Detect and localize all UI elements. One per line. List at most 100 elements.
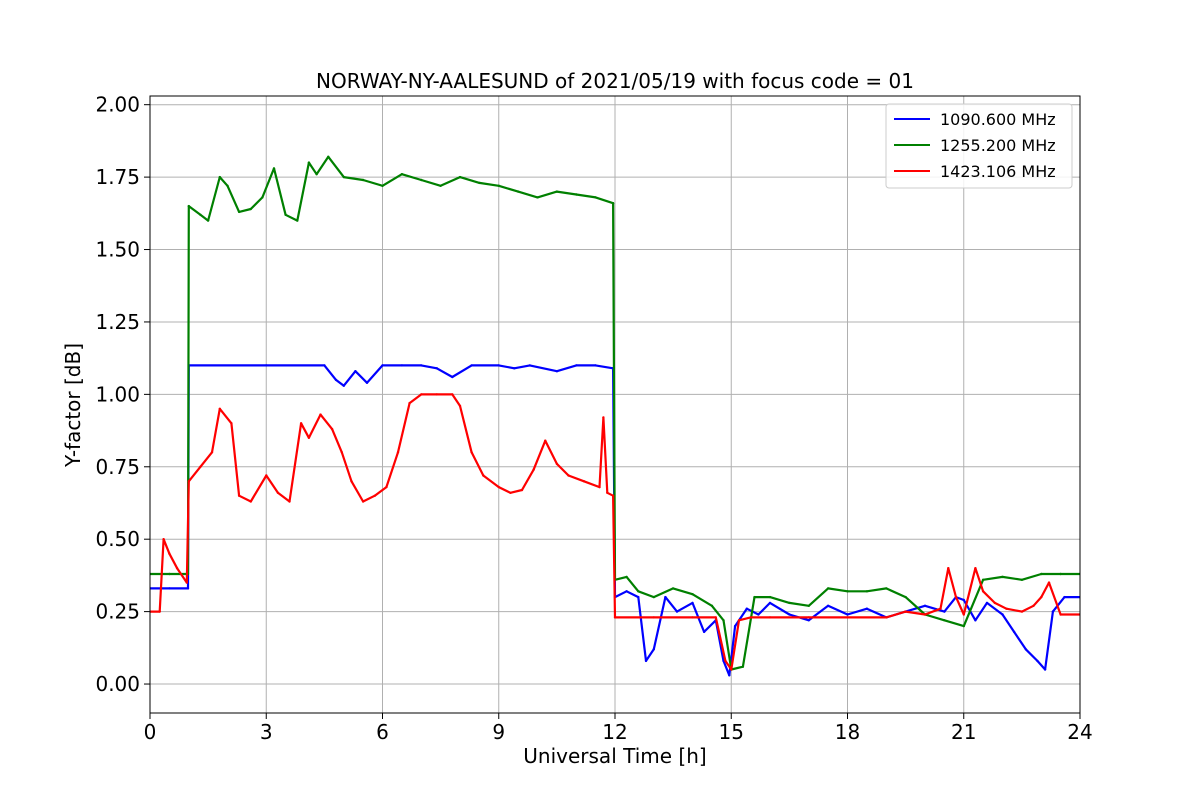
data-point: [265, 474, 268, 477]
data-point: [365, 381, 369, 384]
data-point: [722, 659, 725, 663]
data-point: [714, 616, 717, 619]
y-tick-label: 0.50: [95, 527, 140, 551]
x-tick-label: 12: [602, 720, 627, 744]
data-point: [753, 595, 756, 599]
data-point: [532, 468, 535, 471]
data-point: [284, 213, 287, 216]
legend: 1090.600 MHz 1255.200 MHz 1423.106 MHz: [885, 103, 1073, 189]
data-point: [458, 175, 462, 179]
y-tick-label: 1.00: [95, 382, 140, 406]
data-point: [408, 401, 411, 405]
data-point: [846, 613, 849, 616]
data-point: [962, 624, 965, 628]
data-point: [625, 575, 628, 579]
data-point: [261, 196, 264, 199]
data-point: [206, 219, 210, 222]
data-point: [186, 587, 190, 590]
data-point: [1059, 613, 1062, 616]
data-point: [373, 494, 376, 497]
data-point: [664, 595, 667, 599]
data-point: [307, 161, 311, 164]
data-point: [904, 610, 907, 613]
data-point: [757, 613, 760, 616]
data-point: [470, 451, 473, 454]
data-point: [1024, 648, 1028, 651]
data-point: [218, 175, 221, 179]
data-point: [652, 648, 655, 651]
data-point: [981, 578, 985, 581]
legend-label-3: 1423.106 MHz: [940, 162, 1056, 181]
data-point: [199, 213, 202, 216]
data-point: [1032, 604, 1035, 607]
data-point: [728, 674, 731, 677]
series-layer: [150, 155, 1080, 677]
data-point: [671, 587, 675, 590]
data-point: [513, 367, 516, 370]
data-point: [702, 630, 706, 634]
data-point: [691, 616, 694, 619]
data-point: [168, 587, 171, 590]
data-point: [625, 590, 628, 593]
data-point: [451, 375, 454, 379]
data-point: [400, 173, 404, 176]
data-point: [175, 567, 179, 570]
data-point: [237, 494, 241, 497]
data-point: [458, 404, 462, 408]
data-point: [923, 604, 927, 607]
data-point: [652, 616, 655, 619]
series-line-2: [150, 155, 1080, 671]
data-point: [602, 416, 605, 419]
data-point: [985, 601, 989, 605]
data-point: [691, 601, 694, 605]
data-point: [575, 193, 578, 196]
data-point: [315, 173, 318, 176]
data-point: [943, 610, 946, 613]
data-point: [396, 451, 400, 454]
data-point: [1063, 595, 1066, 599]
data-point: [637, 590, 640, 593]
data-point: [509, 491, 512, 494]
data-point: [470, 364, 473, 367]
data-point: [993, 601, 996, 605]
data-point: [611, 494, 615, 497]
data-point: [350, 480, 353, 483]
data-point: [730, 668, 733, 671]
data-point: [807, 619, 810, 622]
data-point: [420, 178, 423, 182]
x-tick-label: 24: [1067, 720, 1092, 744]
data-point: [1020, 578, 1024, 581]
plot-area: [150, 155, 1080, 677]
data-point: [342, 384, 345, 387]
data-point: [497, 364, 500, 367]
y-axis-label: Y-factor [dB]: [61, 343, 85, 468]
legend-box: [885, 103, 1073, 189]
data-point: [1047, 581, 1051, 584]
data-point: [611, 202, 615, 205]
data-point: [962, 598, 965, 602]
data-point: [276, 491, 280, 494]
data-point: [187, 480, 190, 483]
data-point: [652, 595, 655, 599]
data-point: [520, 488, 524, 492]
data-point: [981, 590, 985, 593]
data-point: [555, 462, 559, 466]
data-point: [237, 210, 241, 214]
data-point: [249, 207, 252, 211]
data-point: [319, 413, 322, 416]
data-point: [954, 595, 958, 599]
data-point: [807, 616, 810, 619]
data-point: [923, 613, 927, 616]
data-point: [299, 422, 303, 425]
data-point: [606, 491, 609, 494]
data-point: [1001, 613, 1004, 616]
data-point: [381, 364, 384, 367]
data-point: [334, 378, 338, 382]
data-point: [675, 610, 679, 613]
data-point: [340, 451, 343, 454]
data-point: [1040, 572, 1043, 576]
data-point: [1043, 668, 1047, 671]
data-point: [272, 167, 276, 170]
data-point: [598, 485, 601, 489]
data-point: [1012, 630, 1016, 634]
